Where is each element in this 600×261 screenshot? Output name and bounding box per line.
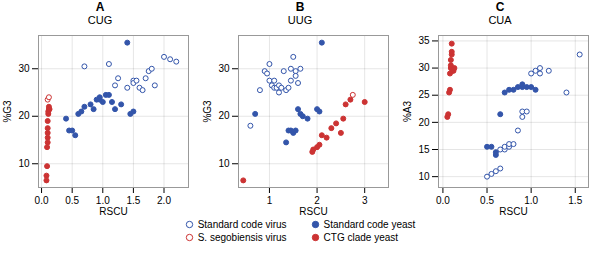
- svg-text:20: 20: [18, 110, 30, 121]
- html-text:CTG clade yeast: CTG clade yeast: [323, 232, 399, 243]
- html-text:Standard code virus: Standard code virus: [197, 219, 287, 230]
- html-text:C: C: [495, 0, 505, 14]
- svg-text:%G3: %G3: [2, 100, 13, 123]
- html-text:Standard code yeast: Standard code yeast: [323, 219, 416, 230]
- svg-text:0.5: 0.5: [65, 195, 79, 206]
- svg-text:20: 20: [218, 110, 230, 121]
- svg-text:0.0: 0.0: [35, 195, 49, 206]
- svg-text:0.5: 0.5: [480, 195, 494, 206]
- svg-text:RSCU: RSCU: [99, 206, 127, 217]
- svg-text:10: 10: [418, 171, 430, 182]
- svg-text:RSCU: RSCU: [299, 206, 327, 217]
- html-text:A: A: [95, 0, 105, 14]
- html-text:CUG: CUG: [87, 14, 113, 26]
- svg-text:1.5: 1.5: [126, 195, 140, 206]
- svg-text:1.5: 1.5: [568, 195, 582, 206]
- svg-text:1.0: 1.0: [524, 195, 538, 206]
- svg-text:2: 2: [314, 195, 320, 206]
- svg-text:15: 15: [418, 144, 430, 155]
- svg-text:10: 10: [218, 158, 230, 169]
- svg-text:30: 30: [218, 63, 230, 74]
- svg-text:1.0: 1.0: [96, 195, 110, 206]
- html-text:S. segobiensis virus: S. segobiensis virus: [197, 232, 287, 243]
- svg-text:%G3: %G3: [202, 100, 213, 123]
- svg-text:0.0: 0.0: [436, 195, 450, 206]
- svg-text:30: 30: [18, 63, 30, 74]
- html-text:UUG: UUG: [287, 14, 313, 26]
- html-text:B: B: [295, 0, 305, 14]
- svg-text:%A3: %A3: [402, 101, 413, 123]
- svg-text:10: 10: [18, 158, 30, 169]
- svg-text:30: 30: [418, 62, 430, 73]
- svg-text:25: 25: [418, 89, 430, 100]
- svg-text:1: 1: [267, 195, 273, 206]
- svg-text:35: 35: [418, 35, 430, 46]
- svg-text:3: 3: [362, 195, 368, 206]
- svg-text:2.0: 2.0: [157, 195, 171, 206]
- html-text:CUA: CUA: [488, 14, 512, 26]
- svg-text:20: 20: [418, 117, 430, 128]
- svg-text:RSCU: RSCU: [499, 206, 527, 217]
